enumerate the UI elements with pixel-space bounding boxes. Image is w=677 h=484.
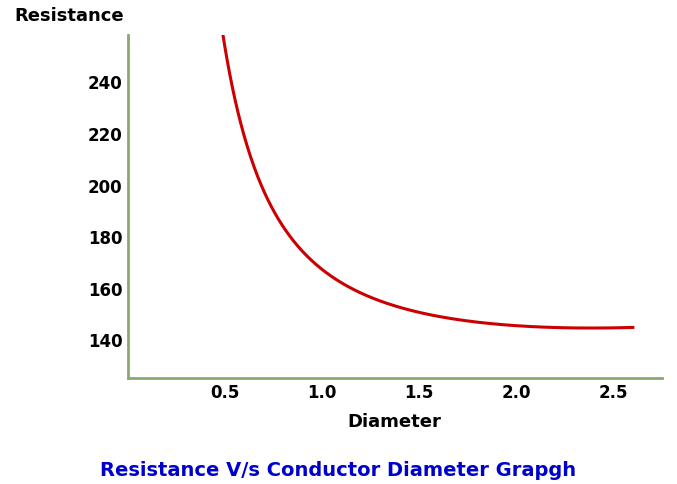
Text: Resistance V/s Conductor Diameter Grapgh: Resistance V/s Conductor Diameter Grapgh [100, 460, 577, 479]
Y-axis label: Resistance: Resistance [14, 7, 123, 25]
X-axis label: Diameter: Diameter [348, 412, 441, 430]
